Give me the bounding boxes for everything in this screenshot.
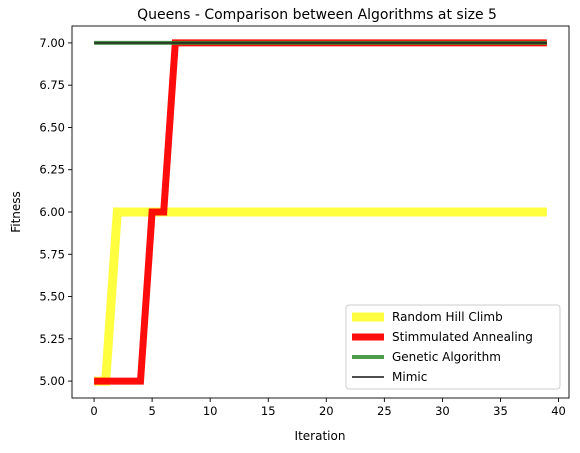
legend-label: Genetic Algorithm [392, 350, 501, 364]
y-tick-label: 6.00 [39, 205, 65, 219]
x-axis: 0 5 10 15 20 25 30 35 40 [90, 398, 565, 418]
y-tick-label: 6.75 [39, 78, 65, 92]
legend-label: Stimmulated Annealing [392, 330, 533, 344]
y-tick-label: 6.25 [39, 163, 65, 177]
x-tick-label: 30 [435, 404, 450, 418]
x-tick-label: 25 [377, 404, 392, 418]
x-tick-label: 5 [148, 404, 155, 418]
y-tick-label: 5.25 [39, 332, 65, 346]
x-tick-label: 40 [551, 404, 566, 418]
x-tick-label: 20 [319, 404, 334, 418]
legend-label: Random Hill Climb [392, 310, 503, 324]
x-tick-label: 35 [493, 404, 508, 418]
y-axis: 5.00 5.25 5.50 5.75 6.00 6.25 6.50 6.75 7.00 [39, 36, 72, 388]
x-axis-label: Iteration [295, 429, 346, 443]
x-tick-label: 15 [261, 404, 276, 418]
x-tick-label: 0 [90, 404, 97, 418]
y-tick-label: 7.00 [39, 36, 65, 50]
y-tick-label: 5.50 [39, 290, 65, 304]
y-tick-label: 5.75 [39, 247, 65, 261]
y-tick-label: 5.00 [39, 374, 65, 388]
x-tick-label: 10 [203, 404, 218, 418]
legend: Random Hill Climb Stimmulated Annealing Ge… [346, 305, 560, 389]
chart-title: Queens - Comparison between Algorithms a… [137, 7, 497, 23]
y-tick-label: 6.50 [39, 120, 65, 134]
y-axis-label: Fitness [9, 191, 23, 233]
legend-label: Mimic [392, 370, 427, 384]
